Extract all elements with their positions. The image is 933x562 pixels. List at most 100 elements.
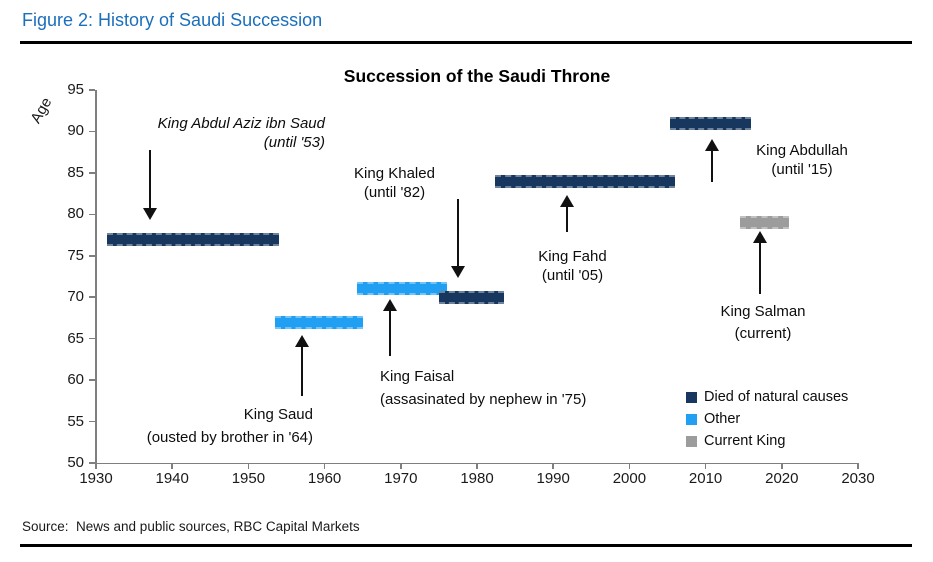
annotation-line: King Salman [720, 303, 806, 320]
annotation-line: (until '15) [771, 161, 833, 178]
annotation-line: (until '82) [363, 184, 426, 201]
arrow-head [383, 299, 397, 311]
y-tick [89, 130, 95, 133]
annotation-line: (current) [734, 325, 792, 342]
annotation-line: King Saud [243, 406, 313, 423]
y-tick [89, 462, 95, 464]
y-tick-label: 75 [67, 246, 84, 264]
arrow-up-icon [383, 299, 397, 356]
arrow-down-icon [451, 199, 465, 278]
reign-bar-king-fahd [494, 174, 676, 188]
arrow-shaft [389, 311, 391, 356]
arrow-shaft [711, 151, 713, 182]
reign-bar-king-abdul-aziz-ibn-saud [107, 232, 279, 246]
y-tick-label: 90 [67, 122, 84, 140]
figure-caption: Figure 2: History of Saudi Succession [22, 10, 323, 30]
legend-item: Other [686, 408, 848, 430]
reign-bar-king-saud [275, 315, 363, 329]
legend-swatch [686, 413, 697, 425]
x-tick-label: 1980 [460, 470, 494, 487]
x-tick-label: 1950 [231, 470, 266, 487]
arrow-head [143, 208, 157, 220]
arrow-up-icon [295, 335, 309, 396]
x-tick [781, 463, 783, 469]
y-tick [89, 89, 95, 91]
arrow-head [560, 195, 574, 207]
y-tick [89, 420, 95, 423]
annotation-line: (ousted by brother in '64) [146, 429, 313, 446]
annotation-king-khaled: King Khaled (until '82) [312, 164, 477, 202]
arrow-up-icon [705, 139, 719, 182]
legend-swatch [686, 391, 697, 403]
legend-label: Other [704, 411, 741, 427]
arrow-shaft [457, 199, 459, 266]
annotation-line: (until '53) [263, 134, 325, 151]
x-tick [323, 463, 326, 469]
annotation-line: (until '05) [541, 267, 604, 284]
x-tick-label: 1970 [384, 470, 418, 487]
reign-bar-king-khaled [438, 290, 504, 304]
y-tick [89, 213, 95, 216]
arrow-head [753, 231, 767, 243]
annotation-king-saud: King Saud (ousted by brother in '64) [63, 403, 313, 449]
annotation-line: King Abdullah [756, 142, 848, 159]
x-tick-label: 2020 [765, 470, 799, 487]
y-tick-label: 65 [67, 329, 84, 347]
arrow-head [295, 335, 309, 347]
x-tick [400, 463, 402, 469]
y-tick [89, 172, 95, 174]
bottom-divider [20, 544, 912, 547]
reign-bar-king-abdullah [669, 116, 752, 130]
arrow-up-icon [560, 195, 574, 232]
y-tick [89, 255, 95, 257]
annotation-king-abdul-aziz: King Abdul Aziz ibn Saud (until '53) [95, 114, 325, 152]
y-tick-label: 70 [67, 288, 84, 306]
legend-swatch [686, 435, 697, 447]
y-tick-label: 60 [67, 371, 84, 389]
legend-item: Current King [686, 430, 848, 452]
x-tick [552, 463, 554, 469]
x-tick-label: 1960 [307, 470, 342, 487]
y-tick-label: 80 [67, 205, 84, 223]
source-note: Source: News and public sources, RBC Cap… [22, 519, 360, 534]
y-tick-label: 85 [67, 163, 84, 181]
legend-item: Died of natural causes [686, 386, 848, 408]
arrow-up-icon [753, 231, 767, 294]
reign-bar-king-salman [739, 216, 790, 230]
x-tick [171, 463, 173, 469]
chart-legend: Died of natural causes Other Current King [686, 386, 848, 452]
arrow-head [705, 139, 719, 151]
x-tick-label: 1940 [155, 470, 189, 487]
arrow-shaft [149, 150, 151, 208]
annotation-king-faisal: King Faisal (assasinated by nephew in '7… [380, 365, 650, 411]
top-divider [20, 41, 912, 44]
y-axis-line [95, 90, 97, 463]
x-tick [857, 463, 859, 469]
annotation-king-fahd: King Fahd (until '05) [510, 247, 635, 285]
x-tick-label: 1990 [536, 470, 570, 487]
x-tick-label: 2010 [688, 470, 723, 487]
legend-label: Current King [704, 433, 786, 449]
annotation-line: King Khaled [354, 165, 435, 182]
x-tick [476, 463, 478, 469]
arrow-shaft [759, 243, 761, 294]
annotation-king-abdullah: King Abdullah (until '15) [727, 141, 877, 179]
y-tick [89, 296, 95, 298]
x-tick-label: 2000 [612, 470, 647, 487]
annotation-king-salman: King Salman (current) [690, 301, 836, 345]
arrow-shaft [566, 207, 568, 232]
reign-bar-king-faisal [357, 282, 447, 296]
x-tick [247, 463, 250, 469]
x-tick [704, 463, 707, 469]
y-tick [89, 379, 95, 381]
legend-label: Died of natural causes [704, 389, 849, 405]
annotation-line: King Fahd [538, 248, 607, 265]
arrow-head [451, 266, 465, 278]
annotation-line: King Abdul Aziz ibn Saud [157, 115, 325, 132]
x-tick-label: 2030 [841, 470, 875, 487]
annotation-line: (assasinated by nephew in '75) [380, 391, 587, 408]
y-tick-label: 55 [67, 412, 84, 430]
annotation-line: King Faisal [380, 368, 455, 385]
y-tick-label: 95 [67, 81, 84, 98]
